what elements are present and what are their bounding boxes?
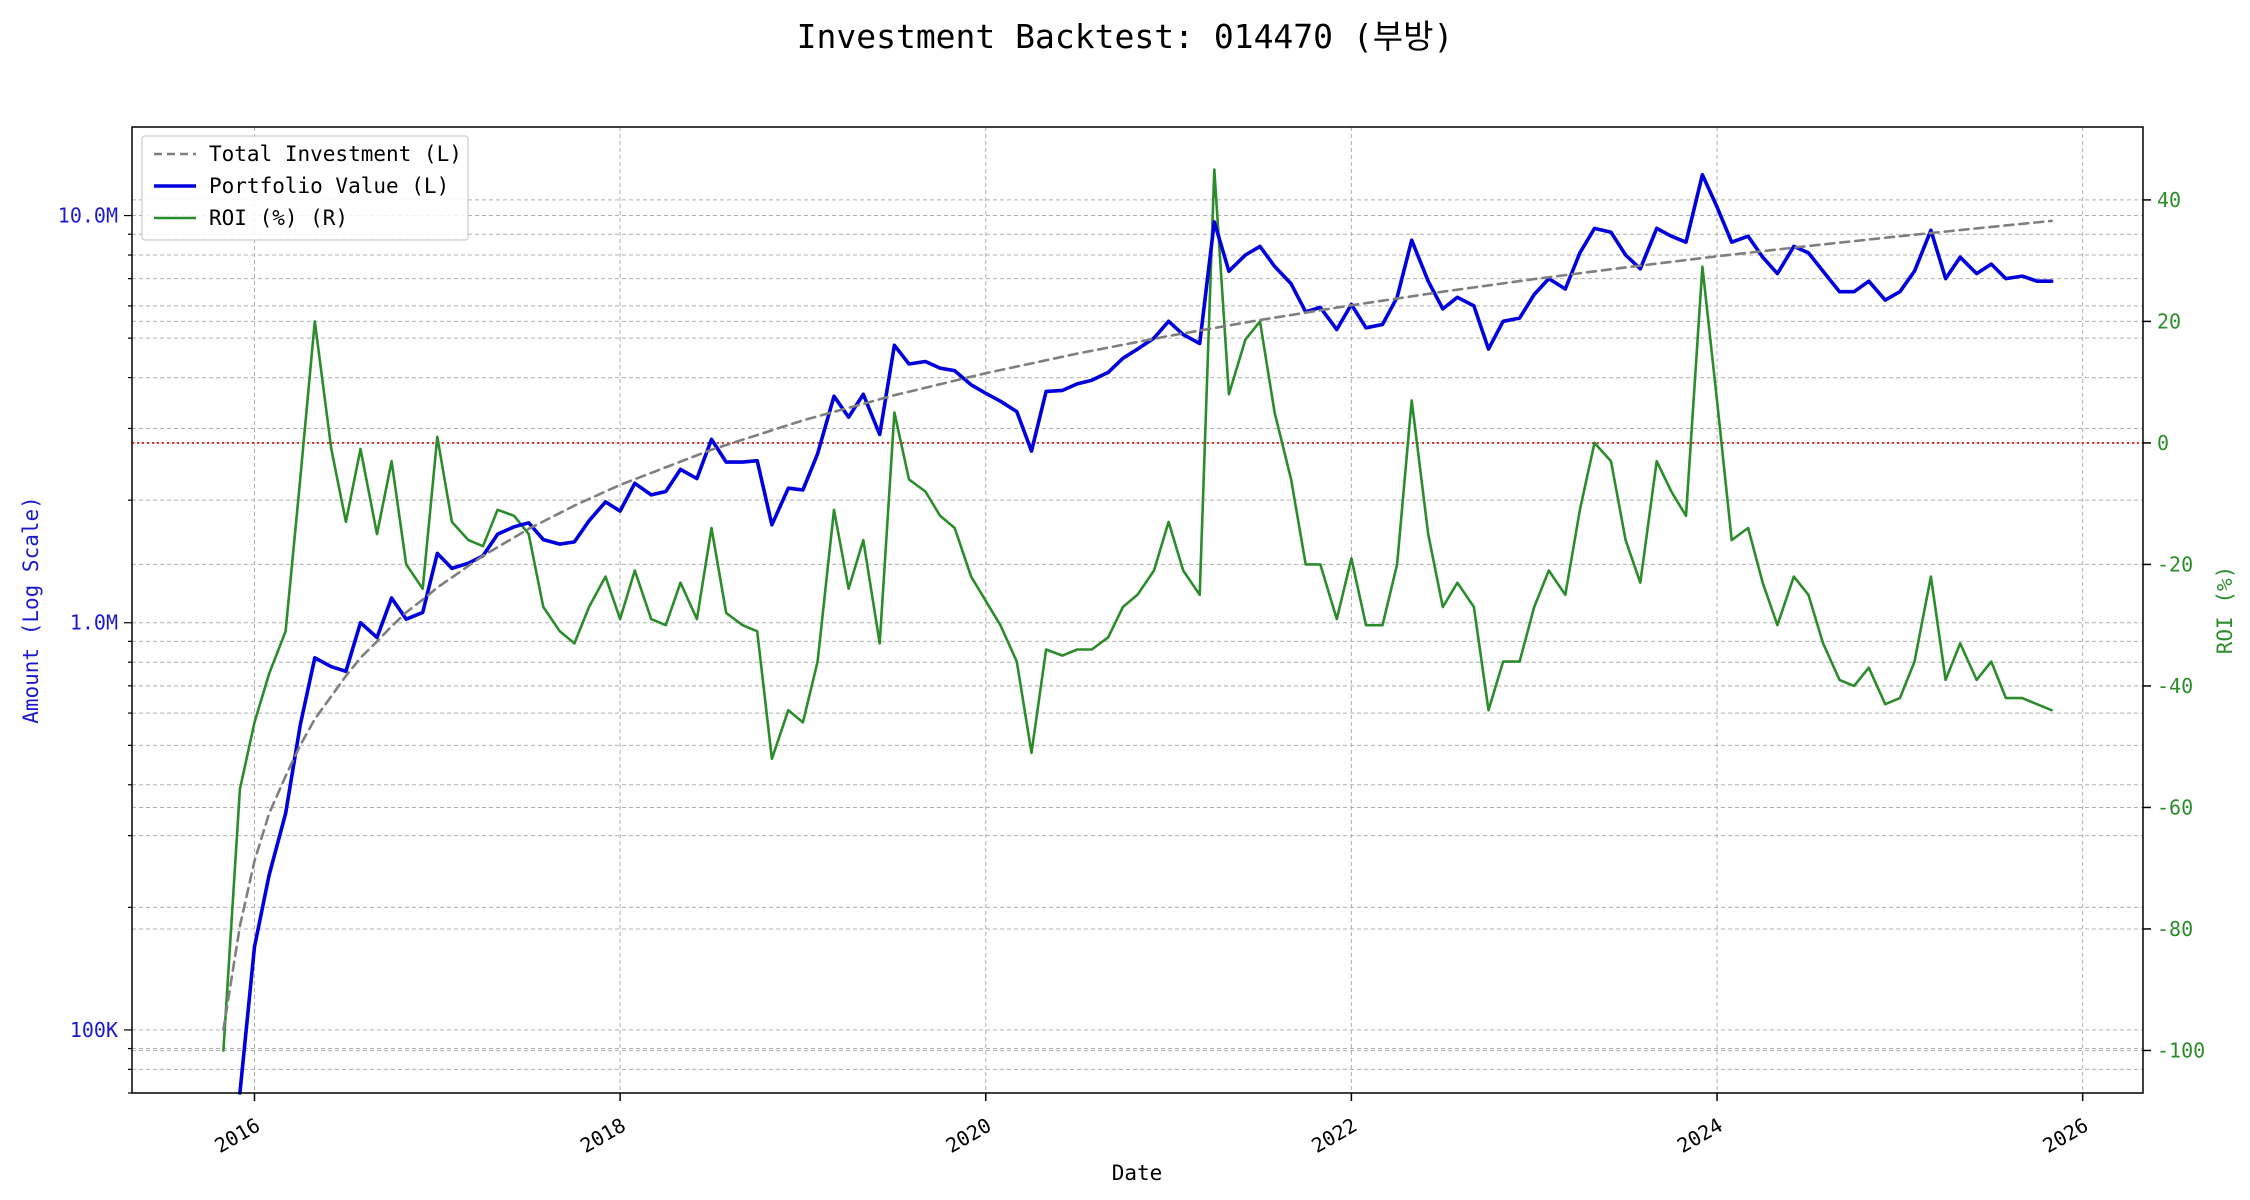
left-tick-label: 100K [70,1018,118,1042]
left-tick-label: 10.0M [58,204,118,228]
x-tick-label: 2024 [1673,1113,1727,1158]
x-axis-title: Date [1112,1161,1163,1185]
right-axis-ticks: 40 20 0 -20 -40 -60 -80 -100 [2143,188,2205,1062]
x-tick-label: 2022 [1307,1113,1361,1158]
x-axis-ticks: 2016 2018 2020 2022 2024 2026 [210,1093,2092,1158]
chart-title: Investment Backtest: 014470 (부방) [797,17,1454,56]
x-tick-label: 2020 [942,1113,996,1158]
right-tick-label: -20 [2157,552,2193,576]
x-tick-label: 2018 [576,1113,630,1158]
x-tick-label: 2016 [210,1113,264,1158]
right-tick-label: -40 [2157,674,2193,698]
x-tick-label: 2026 [2039,1113,2093,1158]
legend: Total Investment (L) Portfolio Value (L)… [141,135,469,241]
portfolio-value-line [238,172,2054,1095]
total-investment-line [222,219,2053,1032]
right-tick-label: 20 [2157,309,2181,333]
legend-label-total-investment: Total Investment (L) [209,142,462,166]
right-tick-label: -60 [2157,795,2193,819]
right-tick-label: 0 [2157,431,2169,455]
right-tick-label: -80 [2157,917,2193,941]
legend-box [141,135,469,241]
legend-label-roi: ROI (%) (R) [209,206,348,230]
roi-line [222,168,2053,1052]
series-lines [222,168,2054,1095]
grid [132,127,2143,1094]
right-tick-label: 40 [2157,188,2181,212]
left-axis-title: Amount (Log Scale) [19,496,43,724]
left-tick-label: 1.0M [70,611,118,635]
right-axis-title: ROI (%) [2213,566,2237,655]
left-axis-ticks: 100K 1.0M 10.0M [58,204,132,1094]
right-tick-label: -100 [2157,1038,2205,1062]
plot-frame [131,126,2144,1094]
legend-label-portfolio-value: Portfolio Value (L) [209,174,449,198]
